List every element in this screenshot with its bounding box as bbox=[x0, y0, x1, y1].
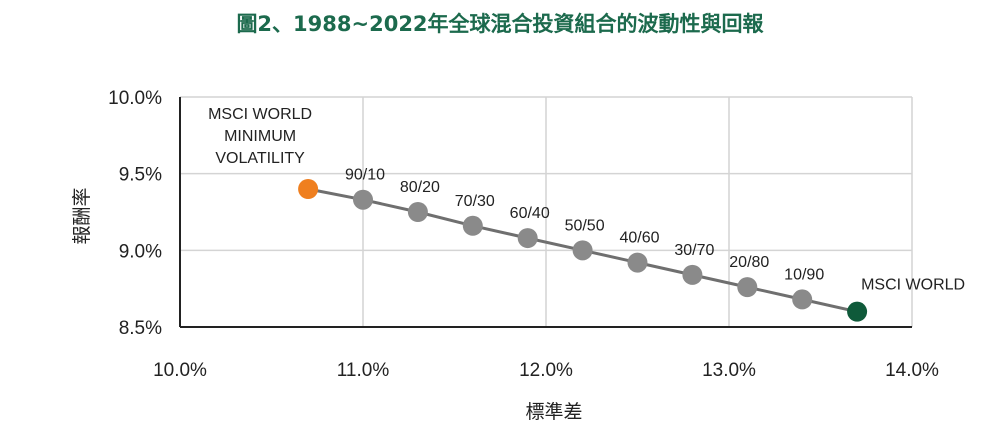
data-points bbox=[298, 179, 868, 322]
y-tick-label: 10.0% bbox=[108, 88, 162, 109]
data-point bbox=[353, 189, 373, 210]
data-point bbox=[517, 228, 538, 249]
point-label: 90/10 bbox=[345, 167, 385, 184]
x-tick-label: 11.0% bbox=[337, 360, 390, 381]
data-point bbox=[847, 301, 868, 322]
data-point bbox=[627, 252, 648, 273]
y-tick-label: 9.5% bbox=[119, 165, 162, 186]
grid bbox=[180, 96, 913, 327]
point-label-line: VOLATILITY bbox=[215, 150, 305, 167]
x-tick-label: 10.0% bbox=[153, 360, 207, 381]
point-label: 30/70 bbox=[674, 242, 714, 259]
tick-labels: 8.5% 9.0% 9.5% 10.0% 10.0% 11.0% 12.0% 13.0% 14.… bbox=[108, 88, 939, 381]
y-axis-label-text: 報酬率 bbox=[71, 187, 93, 244]
point-label-line: MSCI WORLD bbox=[208, 106, 312, 123]
point-label: 80/20 bbox=[400, 179, 440, 196]
data-point bbox=[298, 179, 319, 199]
point-label: 50/50 bbox=[565, 217, 605, 234]
point-label: 40/60 bbox=[619, 230, 659, 247]
point-label: 20/80 bbox=[729, 254, 769, 271]
y-axis-label: 報酬率 bbox=[71, 187, 93, 244]
data-point bbox=[462, 215, 483, 236]
x-tick-label: 14.0% bbox=[885, 360, 939, 381]
point-labels: MSCI WORLD MINIMUM VOLATILITY 90/10 80/20 70/… bbox=[208, 106, 965, 294]
x-axis-label: 標準差 bbox=[525, 401, 582, 423]
point-label: MSCI WORLD MINIMUM VOLATILITY bbox=[208, 106, 312, 167]
x-tick-label: 12.0% bbox=[519, 360, 573, 381]
point-label-line: MINIMUM bbox=[224, 128, 296, 145]
y-tick-label: 9.0% bbox=[119, 241, 162, 262]
data-point bbox=[792, 289, 813, 310]
data-point bbox=[572, 240, 593, 261]
point-label: 70/30 bbox=[455, 193, 495, 210]
point-label: 10/90 bbox=[784, 266, 824, 283]
point-label: MSCI WORLD bbox=[861, 277, 965, 294]
y-tick-label: 8.5% bbox=[119, 318, 162, 339]
point-label: 60/40 bbox=[510, 205, 550, 222]
chart-title: 圖2、1988~2022年全球混合投資組合的波動性與回報 bbox=[236, 12, 764, 36]
x-tick-label: 13.0% bbox=[702, 360, 756, 381]
data-point bbox=[682, 264, 703, 285]
axes bbox=[179, 97, 912, 328]
data-point bbox=[737, 277, 758, 298]
data-point bbox=[407, 202, 428, 222]
